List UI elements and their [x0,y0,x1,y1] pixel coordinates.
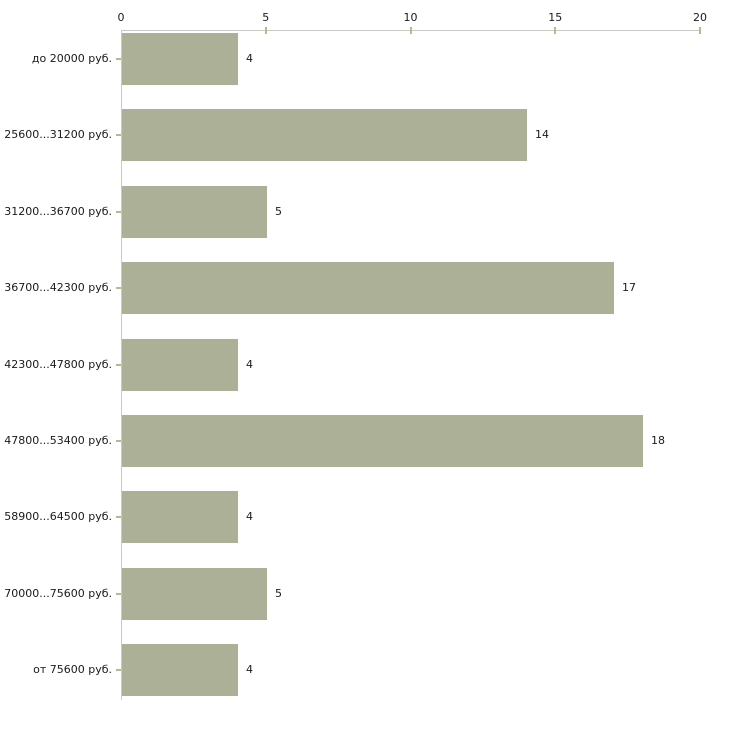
x-axis-tick-mark [699,27,701,34]
category-tick-mark [116,440,121,442]
bar-value-label: 4 [246,52,253,65]
bar-value-label: 4 [246,663,253,676]
category-label: 47800...53400 руб. [4,434,112,447]
category-label: 31200...36700 руб. [4,205,112,218]
x-axis-tick-mark [264,27,267,34]
bar-value-label: 5 [275,205,282,218]
category-tick-mark [116,516,121,518]
bar [122,491,238,543]
bar [122,415,643,467]
x-axis-tick-mark [409,27,412,34]
bar-value-label: 17 [622,281,636,294]
bar-value-label: 18 [651,434,665,447]
bar [122,33,238,85]
bar-value-label: 5 [275,587,282,600]
category-tick-mark [116,211,121,213]
x-axis-tick-label: 15 [548,11,563,24]
bar [122,568,267,620]
bar [122,186,267,238]
bar [122,644,238,696]
x-axis-tick-label: 5 [262,11,270,24]
category-label: 36700...42300 руб. [4,281,112,294]
bar-value-label: 4 [246,358,253,371]
category-tick-mark [116,364,121,366]
category-tick-mark [116,669,121,671]
category-tick-mark [116,134,121,136]
category-tick-mark [116,593,121,595]
category-label: 25600...31200 руб. [4,128,112,141]
bar-value-label: 14 [535,128,549,141]
bar-value-label: 4 [246,510,253,523]
category-tick-mark [116,58,121,60]
bar [122,262,614,314]
x-axis-tick-label: 20 [693,11,707,24]
y-axis-line [121,30,122,700]
category-label: до 20000 руб. [31,52,112,65]
category-label: 58900...64500 руб. [4,510,112,523]
category-label: 42300...47800 руб. [4,358,112,371]
x-axis-tick-label: 10 [403,11,418,24]
x-axis-tick-mark [554,27,557,34]
category-label: от 75600 руб. [33,663,112,676]
bar [122,339,238,391]
category-tick-mark [116,287,121,289]
x-axis-tick-label: 0 [117,11,125,24]
category-label: 70000...75600 руб. [4,587,112,600]
bar [122,109,527,161]
